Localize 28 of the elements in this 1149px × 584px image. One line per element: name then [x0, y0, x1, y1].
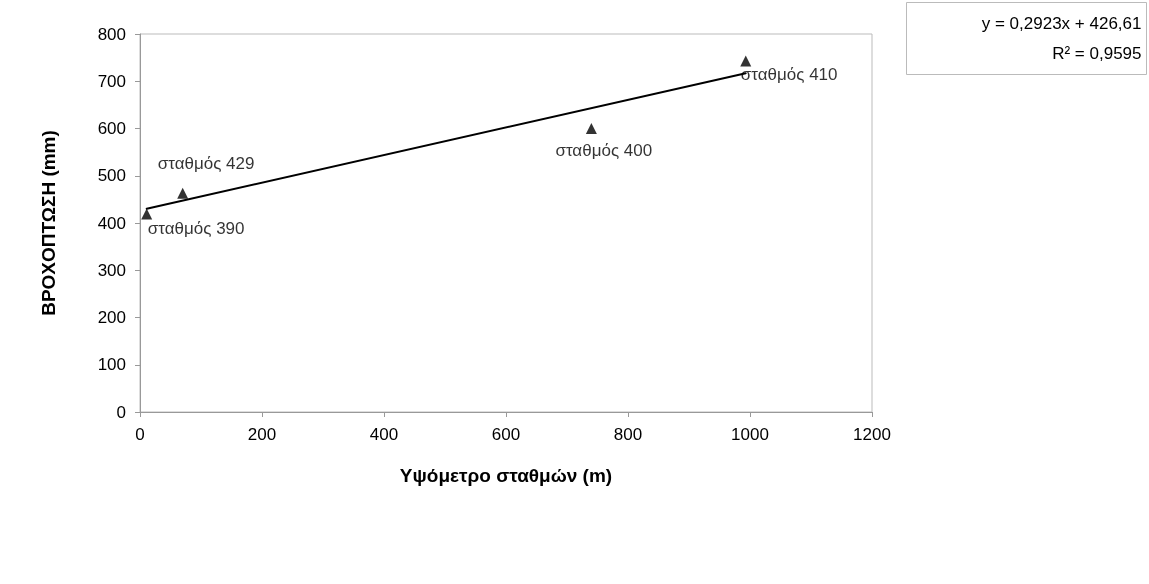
x-tick-label: 200 — [247, 425, 277, 444]
point — [141, 208, 153, 220]
annotation: σταθμός 400 — [555, 141, 653, 160]
y-tick-label: 400 — [97, 213, 126, 233]
y-tick-label: 700 — [97, 71, 126, 91]
y-tick-label: 0 — [116, 402, 126, 422]
annotation: σταθμός 390 — [147, 218, 245, 238]
annotation: σταθμός 429 — [157, 153, 255, 173]
annotation: σταθμός 410 — [740, 65, 838, 85]
point — [585, 123, 597, 134]
y-tick-label: 800 — [97, 24, 126, 44]
x-axis-title: Υψόμετρο σταθμών (m) — [399, 465, 613, 486]
y-tick-label: 100 — [97, 355, 126, 375]
x-tick-label: 1000 — [731, 425, 769, 444]
point — [177, 187, 189, 199]
y-tick-label: 600 — [97, 119, 126, 138]
text: y = 0,2923x + 426,61 — [981, 13, 1142, 33]
x-tick-label: 600 — [491, 425, 521, 444]
x-tick-label: 1200 — [853, 425, 891, 444]
x-tick-label: 400 — [369, 425, 399, 444]
y-tick-label: 300 — [97, 260, 126, 280]
text: R² = 0,9595 — [1052, 43, 1142, 63]
y-tick-label: 500 — [97, 166, 126, 186]
y-axis-title: ΒΡΟΧΟΠΤΩΣΗ (mm) — [38, 130, 59, 316]
x-tick-label: 0 — [135, 425, 145, 444]
x-tick-label: 800 — [613, 425, 643, 444]
point — [740, 55, 752, 67]
y-tick-label: 200 — [97, 308, 126, 327]
